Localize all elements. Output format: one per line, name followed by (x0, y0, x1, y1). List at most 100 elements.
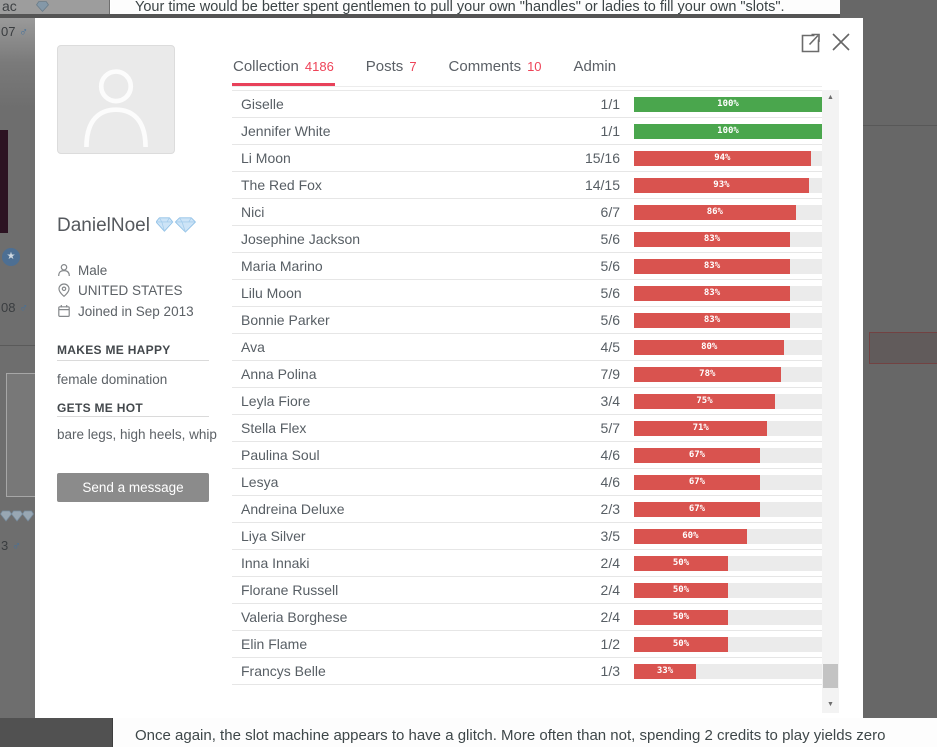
progress-bar: 67% (634, 501, 822, 517)
progress-bar-fill: 50% (634, 555, 728, 571)
owned-fraction: 4/6 (600, 447, 620, 463)
avatar (57, 45, 175, 154)
collection-row[interactable]: Leyla Fiore 3/4 75% (232, 388, 822, 415)
owned-fraction: 2/4 (600, 609, 620, 625)
scroll-up-arrow-icon[interactable]: ▲ (827, 94, 834, 101)
tab-comments[interactable]: Comments 10 (448, 56, 543, 86)
owned-fraction: 1/1 (600, 123, 620, 139)
male-symbol-icon: ♂ (19, 25, 29, 39)
owned-fraction: 3/5 (600, 528, 620, 544)
progress-percent-label: 86% (706, 206, 723, 217)
tab-count-badge: 7 (409, 59, 417, 74)
owned-fraction: 7/9 (600, 366, 620, 382)
owned-fraction: 15/16 (584, 150, 620, 166)
tab-label: Posts (365, 58, 404, 75)
progress-bar-fill: 67% (634, 501, 760, 517)
overlay-top-right (840, 0, 937, 18)
open-in-new-tab-icon[interactable] (798, 31, 822, 55)
collection-row[interactable]: Josephine Jackson 5/6 83% (232, 226, 822, 253)
progress-bar-fill: 67% (634, 474, 760, 490)
close-icon[interactable] (829, 30, 853, 54)
list-scrollbar[interactable]: ▲ ▼ (822, 90, 839, 713)
performer-name: Leyla Fiore (241, 393, 311, 409)
collection-row[interactable]: Stella Flex 5/7 71% (232, 415, 822, 442)
collection-row[interactable]: Elin Flame 1/2 50% (232, 631, 822, 658)
performer-name: Bonnie Parker (241, 312, 330, 328)
progress-percent-label: 100% (717, 125, 739, 136)
send-message-button[interactable]: Send a message (57, 473, 209, 502)
owned-fraction: 4/6 (600, 474, 620, 490)
performer-name: Nici (241, 204, 265, 220)
performer-name: Josephine Jackson (241, 231, 361, 247)
tab-collection[interactable]: Collection 4186 (232, 56, 335, 86)
progress-percent-label: 60% (682, 530, 699, 541)
progress-bar: 50% (634, 582, 822, 598)
collection-row[interactable]: Ava 4/5 80% (232, 334, 822, 361)
collection-row[interactable]: Bonnie Parker 5/6 83% (232, 307, 822, 334)
collection-row[interactable]: The Red Fox 14/15 93% (232, 172, 822, 199)
progress-percent-label: 83% (703, 314, 721, 325)
collection-row[interactable]: Inna Innaki 2/4 50% (232, 550, 822, 577)
collection-row[interactable]: Nici 6/7 86% (232, 199, 822, 226)
collection-row[interactable]: Anna Polina 7/9 78% (232, 361, 822, 388)
tab-bar: Collection 4186 Posts 7 Comments 10 Admin (232, 56, 822, 87)
performer-name: Valeria Borghese (241, 609, 348, 625)
collection-row[interactable]: Maria Marino 5/6 83% (232, 253, 822, 280)
progress-percent-label: 75% (696, 395, 713, 406)
progress-bar: 94% (634, 150, 822, 166)
collection-row[interactable]: Andreina Deluxe 2/3 67% (232, 496, 822, 523)
background-bottom-text: Once again, the slot machine appears to … (135, 727, 886, 744)
progress-bar: 100% (634, 123, 822, 139)
progress-percent-label: 93% (713, 179, 730, 190)
collection-row[interactable]: Liya Silver 3/5 60% (232, 523, 822, 550)
makes-me-happy-heading: MAKES ME HAPPY (57, 343, 171, 357)
progress-bar-fill: 83% (634, 231, 791, 247)
gender-value: Male (78, 262, 108, 278)
tab-admin[interactable]: Admin (573, 56, 618, 86)
progress-bar: 83% (634, 312, 822, 328)
progress-bar: 60% (634, 528, 822, 544)
background-divider (0, 345, 35, 346)
collection-row[interactable]: Florane Russell 2/4 50% (232, 577, 822, 604)
progress-percent-label: 67% (688, 476, 706, 487)
progress-bar-fill: 80% (634, 339, 785, 355)
joined-value: Joined in Sep 2013 (78, 303, 194, 319)
collection-row[interactable]: Valeria Borghese 2/4 50% (232, 604, 822, 631)
background-image-thumbnail (0, 130, 8, 233)
diamonds-icon (0, 510, 34, 522)
collection-row[interactable]: Francys Belle 1/3 33% (232, 658, 822, 685)
progress-bar-fill: 100% (634, 96, 822, 112)
collection-row[interactable]: Jennifer White 1/1 100% (232, 118, 822, 145)
male-symbol-icon: ♂ (11, 539, 21, 553)
collection-row[interactable]: Giselle 1/1 100% (232, 91, 822, 118)
gender-row: Male (57, 260, 107, 280)
collection-list: Giselle 1/1 100% Jennifer White 1/1 100% Li Mo… (232, 90, 822, 697)
male-symbol-icon: ♂ (19, 301, 29, 315)
owned-fraction: 5/7 (600, 420, 620, 436)
collection-row[interactable]: Lilu Moon 5/6 83% (232, 280, 822, 307)
scroll-down-arrow-icon[interactable]: ▼ (827, 701, 834, 708)
performer-name: The Red Fox (241, 177, 322, 193)
progress-bar: 83% (634, 285, 822, 301)
progress-percent-label: 83% (703, 260, 721, 271)
progress-bar-fill: 78% (634, 366, 781, 382)
collection-row[interactable]: Li Moon 15/16 94% (232, 145, 822, 172)
owned-fraction: 5/6 (600, 231, 620, 247)
collection-row[interactable]: Lesya 4/6 67% (232, 469, 822, 496)
background-left-column-header: ac (0, 0, 110, 14)
progress-bar-fill: 83% (634, 285, 791, 301)
progress-bar: 78% (634, 366, 822, 382)
tab-posts[interactable]: Posts 7 (365, 56, 418, 86)
overlay-bottom-left (0, 718, 113, 747)
performer-name: Elin Flame (241, 636, 308, 652)
background-panel-edge (6, 373, 35, 497)
progress-bar-fill: 86% (634, 204, 796, 220)
diamonds-icon (155, 217, 197, 233)
scrollbar-thumb[interactable] (823, 664, 838, 688)
overlay-right (863, 18, 937, 718)
progress-percent-label: 50% (672, 557, 690, 568)
star-badge-icon: ★ (2, 248, 20, 266)
progress-percent-label: 67% (688, 449, 706, 460)
background-post-number: 3 ♂ (1, 538, 21, 553)
collection-row[interactable]: Paulina Soul 4/6 67% (232, 442, 822, 469)
